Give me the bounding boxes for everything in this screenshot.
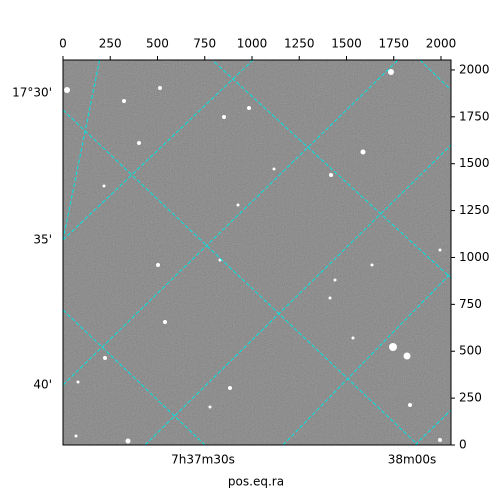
y-tick-label: 750	[459, 297, 482, 311]
stars	[64, 69, 442, 444]
y-tick-label: 0	[459, 438, 467, 452]
frame	[62, 59, 452, 446]
dec-tick-label: 17°30'	[12, 86, 52, 100]
x-tick-label: 500	[146, 37, 169, 51]
y-tick-label: 1250	[459, 203, 490, 217]
x-tick-label: 1750	[378, 37, 409, 51]
ra-tick-label: 38m00s	[388, 453, 436, 467]
y-tick-label: 500	[459, 344, 482, 358]
image	[63, 60, 451, 445]
y-tick-label: 1000	[459, 250, 490, 264]
world-grid	[63, 60, 451, 445]
x-tick-label: 1000	[237, 37, 268, 51]
x-tick-label: 1250	[284, 37, 315, 51]
x-tick-label: 250	[99, 37, 122, 51]
dec-tick-label: 40'	[33, 378, 52, 392]
x-tick-label: 1500	[331, 37, 362, 51]
image-noise	[63, 60, 451, 445]
x-tick-label: 750	[193, 37, 216, 51]
y-tick-label: 1750	[459, 109, 490, 123]
y-tick-label: 2000	[459, 62, 490, 76]
ra-tick-label: 7h37m30s	[171, 453, 235, 467]
x-tick-label: 2000	[426, 37, 457, 51]
dec-tick-label: 35'	[33, 233, 52, 247]
x-tick-label: 0	[59, 37, 67, 51]
y-tick-label: 1500	[459, 156, 490, 170]
x-axis-label: pos.eq.ra	[228, 475, 284, 489]
y-tick-label: 250	[459, 391, 482, 405]
